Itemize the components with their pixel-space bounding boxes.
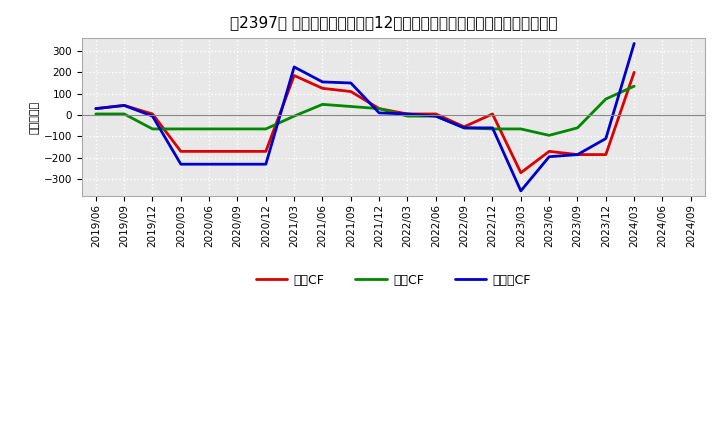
投資CF: [318, 102, 327, 107]
営業CF: [375, 106, 384, 111]
営業CF: [176, 149, 185, 154]
投資CF: [176, 126, 185, 132]
営業CF: [488, 111, 497, 117]
営業CF: [601, 152, 610, 157]
投資CF: [601, 96, 610, 102]
フリーCF: [403, 111, 412, 117]
Y-axis label: （百万円）: （百万円）: [30, 101, 40, 134]
営業CF: [573, 152, 582, 157]
営業CF: [261, 149, 270, 154]
投資CF: [261, 126, 270, 132]
フリーCF: [460, 125, 469, 131]
営業CF: [205, 149, 214, 154]
投資CF: [233, 126, 242, 132]
投資CF: [148, 126, 157, 132]
営業CF: [460, 124, 469, 129]
投資CF: [290, 114, 299, 119]
フリーCF: [148, 114, 157, 119]
フリーCF: [290, 64, 299, 70]
Line: 営業CF: 営業CF: [96, 72, 634, 173]
フリーCF: [346, 81, 355, 86]
投資CF: [91, 111, 100, 117]
投資CF: [516, 126, 525, 132]
投資CF: [630, 84, 639, 89]
Title: ［2397］ キャッシュフローの12か月移動合計の対前年同期増減額の推移: ［2397］ キャッシュフローの12か月移動合計の対前年同期増減額の推移: [230, 15, 557, 30]
フリーCF: [545, 154, 554, 159]
フリーCF: [431, 114, 440, 119]
営業CF: [120, 103, 128, 108]
投資CF: [573, 125, 582, 131]
営業CF: [403, 111, 412, 117]
フリーCF: [261, 161, 270, 167]
フリーCF: [573, 152, 582, 157]
Line: フリーCF: フリーCF: [96, 44, 634, 191]
投資CF: [375, 106, 384, 111]
フリーCF: [91, 106, 100, 111]
営業CF: [148, 111, 157, 117]
営業CF: [233, 149, 242, 154]
フリーCF: [516, 188, 525, 194]
営業CF: [318, 86, 327, 91]
営業CF: [516, 170, 525, 176]
営業CF: [630, 70, 639, 75]
営業CF: [346, 89, 355, 94]
フリーCF: [233, 161, 242, 167]
フリーCF: [375, 110, 384, 116]
フリーCF: [318, 79, 327, 84]
営業CF: [431, 111, 440, 117]
投資CF: [120, 111, 128, 117]
投資CF: [346, 104, 355, 109]
投資CF: [460, 125, 469, 131]
フリーCF: [176, 161, 185, 167]
投資CF: [205, 126, 214, 132]
営業CF: [545, 149, 554, 154]
フリーCF: [488, 125, 497, 131]
営業CF: [91, 106, 100, 111]
投資CF: [545, 133, 554, 138]
フリーCF: [601, 136, 610, 141]
営業CF: [290, 73, 299, 78]
投資CF: [403, 114, 412, 119]
Legend: 営業CF, 投資CF, フリーCF: 営業CF, 投資CF, フリーCF: [251, 269, 536, 292]
フリーCF: [205, 161, 214, 167]
投資CF: [488, 126, 497, 132]
投資CF: [431, 114, 440, 119]
Line: 投資CF: 投資CF: [96, 86, 634, 136]
フリーCF: [630, 41, 639, 46]
フリーCF: [120, 103, 128, 108]
